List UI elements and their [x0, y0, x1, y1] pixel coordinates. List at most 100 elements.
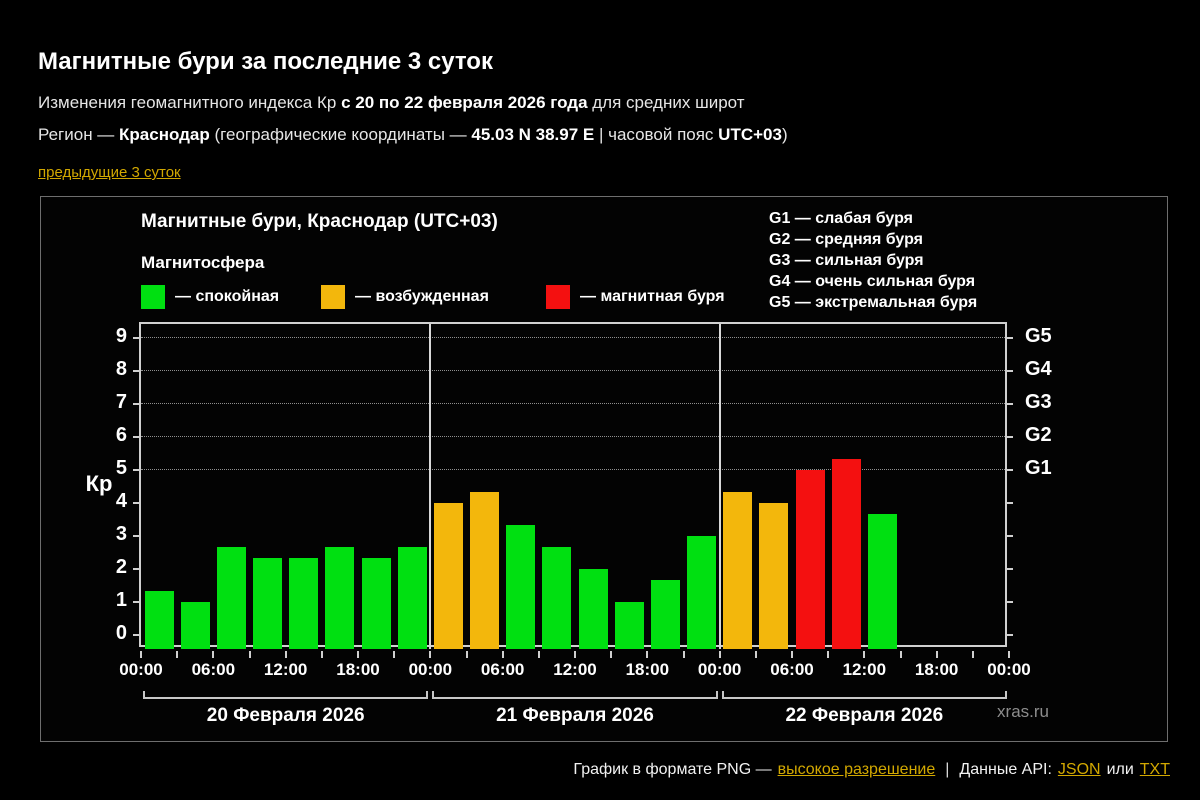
- g-scale-item-g4: G4 — очень сильная буря: [769, 273, 976, 290]
- subtitle-line: Изменения геомагнитного индекса Кр с 20 …: [38, 93, 745, 113]
- y-tick-label: 2: [115, 556, 127, 578]
- x-tick-label: 18:00: [336, 660, 380, 679]
- right-tick: [1005, 403, 1013, 405]
- y-tick: [133, 535, 141, 537]
- y-tick: [133, 403, 141, 405]
- x-tick: [971, 651, 974, 658]
- high-res-link[interactable]: высокое разрешение: [777, 761, 936, 778]
- magnetosphere-label: Магнитосфера: [141, 253, 265, 272]
- x-tick-label: 18:00: [625, 660, 670, 679]
- x-tick: [574, 651, 576, 658]
- bar-kp-value: [144, 591, 174, 649]
- legend-item-label: — спокойная: [175, 288, 280, 305]
- day-bracket: [721, 691, 1007, 699]
- g-scale-item-g2: G2 — средняя буря: [769, 231, 923, 248]
- day-separator: [429, 324, 432, 649]
- x-tick: [501, 651, 504, 658]
- x-tick-label: 06:00: [770, 660, 814, 679]
- footer-text-format: График в формате PNG —: [573, 761, 772, 778]
- bar-kp-value: [506, 525, 536, 649]
- region-coordinates: 45.03 N 38.97 E: [471, 125, 595, 144]
- x-tick: [682, 651, 685, 658]
- chart-panel: Магнитные бури, Краснодар (UTC+03) Магни…: [40, 196, 1168, 742]
- excited-swatch-icon: [321, 285, 345, 309]
- g-axis-label-g5: G5: [1025, 325, 1052, 347]
- right-tick: [1005, 601, 1013, 603]
- day-label: 21 Февраля 2026: [496, 705, 654, 726]
- legend-item-quiet: — спокойная: [141, 285, 279, 309]
- x-tick: [791, 651, 793, 658]
- g-axis-label-g1: G1: [1025, 457, 1052, 479]
- y-tick-label: 9: [115, 325, 127, 347]
- bar-kp-value: [397, 546, 427, 649]
- x-tick-label: 12:00: [263, 660, 308, 679]
- y-axis-title-kp: Кр: [85, 471, 113, 496]
- g-scale-item-g3: G3 — сильная буря: [769, 252, 924, 269]
- x-tick-label: 12:00: [553, 660, 597, 679]
- x-tick-label: 12:00: [842, 660, 887, 679]
- json-link[interactable]: JSON: [1057, 761, 1101, 778]
- right-tick: [1005, 634, 1013, 636]
- x-tick: [140, 651, 142, 658]
- bar-kp-value: [289, 558, 319, 649]
- txt-link[interactable]: TXT: [1139, 761, 1170, 778]
- x-tick: [537, 651, 540, 658]
- day-separator: [718, 324, 721, 649]
- bar-kp-value: [723, 492, 753, 649]
- legend-item-label: — возбужденная: [355, 288, 489, 305]
- previous-days-link[interactable]: предыдущие 3 суток: [38, 164, 181, 181]
- bar-kp-value: [759, 503, 789, 649]
- gridline-g3: [141, 403, 1009, 404]
- y-tick-label: 5: [115, 457, 127, 479]
- x-tick: [429, 651, 432, 658]
- g-axis-label-g4: G4: [1025, 358, 1052, 380]
- footer-text-api: Данные API:: [959, 761, 1052, 778]
- y-tick-label: 0: [115, 622, 127, 644]
- bar-kp-value: [253, 558, 283, 649]
- chart-title: Магнитные бури, Краснодар (UTC+03): [141, 211, 498, 232]
- right-tick: [1005, 469, 1013, 471]
- right-tick: [1005, 337, 1013, 339]
- bar-kp-value: [216, 546, 246, 649]
- right-tick: [1005, 436, 1013, 438]
- gridline-g4: [141, 370, 1009, 371]
- day-label: 20 Февраля 2026: [206, 705, 365, 726]
- y-tick: [133, 634, 141, 636]
- x-tick-label: 06:00: [480, 660, 525, 679]
- region-text-pre: Регион —: [38, 125, 120, 144]
- day-label: 22 Февраля 2026: [785, 705, 944, 726]
- x-tick: [212, 651, 215, 658]
- day-bracket: [143, 691, 429, 699]
- y-tick: [133, 601, 141, 603]
- x-tick: [284, 651, 287, 658]
- region-text-mid2: | часовой пояс: [594, 125, 719, 144]
- plot-area: G1 G2 G3 G4 G5 0 1 2 3 4 5 6 7 8 9 00:00 06:00 12:00 18:00…: [116, 322, 1052, 726]
- x-tick: [718, 651, 721, 658]
- gridline-g2: [141, 436, 1009, 437]
- x-tick: [863, 651, 866, 658]
- bar-kp-value: [361, 558, 391, 649]
- y-tick: [133, 568, 141, 570]
- quiet-swatch-icon: [141, 285, 165, 309]
- y-tick: [133, 469, 141, 471]
- y-tick-label: 8: [115, 358, 127, 380]
- right-tick: [1005, 502, 1013, 504]
- y-tick-label: 6: [115, 424, 127, 446]
- x-tick: [827, 651, 830, 658]
- bar-kp-value: [614, 602, 644, 649]
- subtitle-text-post: для средних широт: [587, 93, 745, 112]
- legend-item-excited: — возбужденная: [321, 285, 489, 309]
- bar-kp-value: [325, 546, 355, 649]
- y-tick: [133, 370, 141, 372]
- y-tick: [133, 337, 141, 339]
- bar-kp-value: [687, 536, 717, 649]
- y-tick-label: 3: [115, 523, 127, 545]
- right-tick: [1005, 535, 1013, 537]
- x-tick: [465, 651, 468, 658]
- region-city: Краснодар: [119, 125, 210, 144]
- bar-kp-value: [831, 459, 861, 649]
- subtitle-text-pre: Изменения геомагнитного индекса Кр: [38, 93, 342, 112]
- region-text-mid: (географические координаты —: [209, 125, 472, 144]
- region-line: Регион — Краснодар (географические коорд…: [38, 125, 788, 145]
